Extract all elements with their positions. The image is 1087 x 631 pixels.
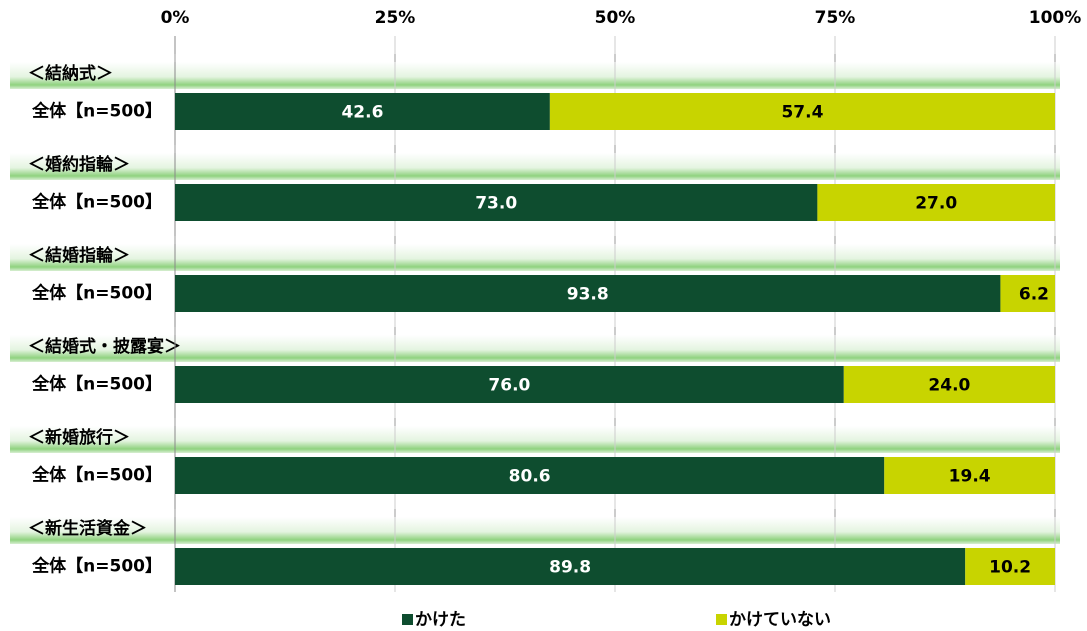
group-band xyxy=(10,426,1060,453)
x-tick-label: 75% xyxy=(815,8,856,28)
group-label: ＜結婚指輪＞ xyxy=(28,245,130,266)
data-label: 80.6 xyxy=(509,467,551,487)
x-tick-label: 25% xyxy=(375,8,416,28)
data-label: 93.8 xyxy=(567,285,609,305)
bar-segment xyxy=(175,366,844,403)
bar-segment xyxy=(1000,275,1055,312)
bar-segment xyxy=(965,548,1055,585)
data-label: 76.0 xyxy=(488,376,530,396)
data-label: 6.2 xyxy=(1019,285,1049,305)
y-tick-label: 全体【n=500】 xyxy=(31,283,162,304)
data-label: 19.4 xyxy=(949,467,991,487)
data-label: 73.0 xyxy=(475,194,517,214)
legend-label: かけた xyxy=(415,610,466,630)
y-tick-label: 全体【n=500】 xyxy=(31,556,162,577)
group-label: ＜結納式＞ xyxy=(28,63,113,84)
group-band xyxy=(10,153,1060,180)
group-label: ＜婚約指輪＞ xyxy=(28,154,130,175)
data-label: 42.6 xyxy=(341,103,383,123)
y-tick-label: 全体【n=500】 xyxy=(31,374,162,395)
data-label: 27.0 xyxy=(915,194,957,214)
group-band xyxy=(10,335,1060,362)
bar-segment xyxy=(175,457,885,494)
bar-segment xyxy=(817,184,1055,221)
legend-swatch xyxy=(716,614,727,625)
x-tick-label: 50% xyxy=(595,8,636,28)
data-label: 57.4 xyxy=(781,103,823,123)
bar-segment xyxy=(884,457,1055,494)
group-band xyxy=(10,62,1060,89)
group-band xyxy=(10,244,1060,271)
group-label: ＜新婚旅行＞ xyxy=(28,427,130,448)
group-label: ＜結婚式・披露宴＞ xyxy=(28,336,181,357)
bar-segment xyxy=(549,93,1055,130)
bar-segment xyxy=(175,184,818,221)
x-tick-label: 0% xyxy=(161,8,190,28)
bar-segment xyxy=(843,366,1055,403)
group-label: ＜新生活資金＞ xyxy=(28,518,147,539)
legend-swatch xyxy=(402,614,413,625)
data-label: 24.0 xyxy=(928,376,970,396)
y-tick-label: 全体【n=500】 xyxy=(31,101,162,122)
data-label: 10.2 xyxy=(989,558,1031,578)
legend-label: かけていない xyxy=(729,610,831,630)
bar-segment xyxy=(175,548,966,585)
bar-segment xyxy=(175,275,1001,312)
x-tick-label: 100% xyxy=(1029,8,1082,28)
data-label: 89.8 xyxy=(549,558,591,578)
group-band xyxy=(10,517,1060,544)
y-tick-label: 全体【n=500】 xyxy=(31,192,162,213)
y-tick-label: 全体【n=500】 xyxy=(31,465,162,486)
bar-segment xyxy=(175,93,550,130)
